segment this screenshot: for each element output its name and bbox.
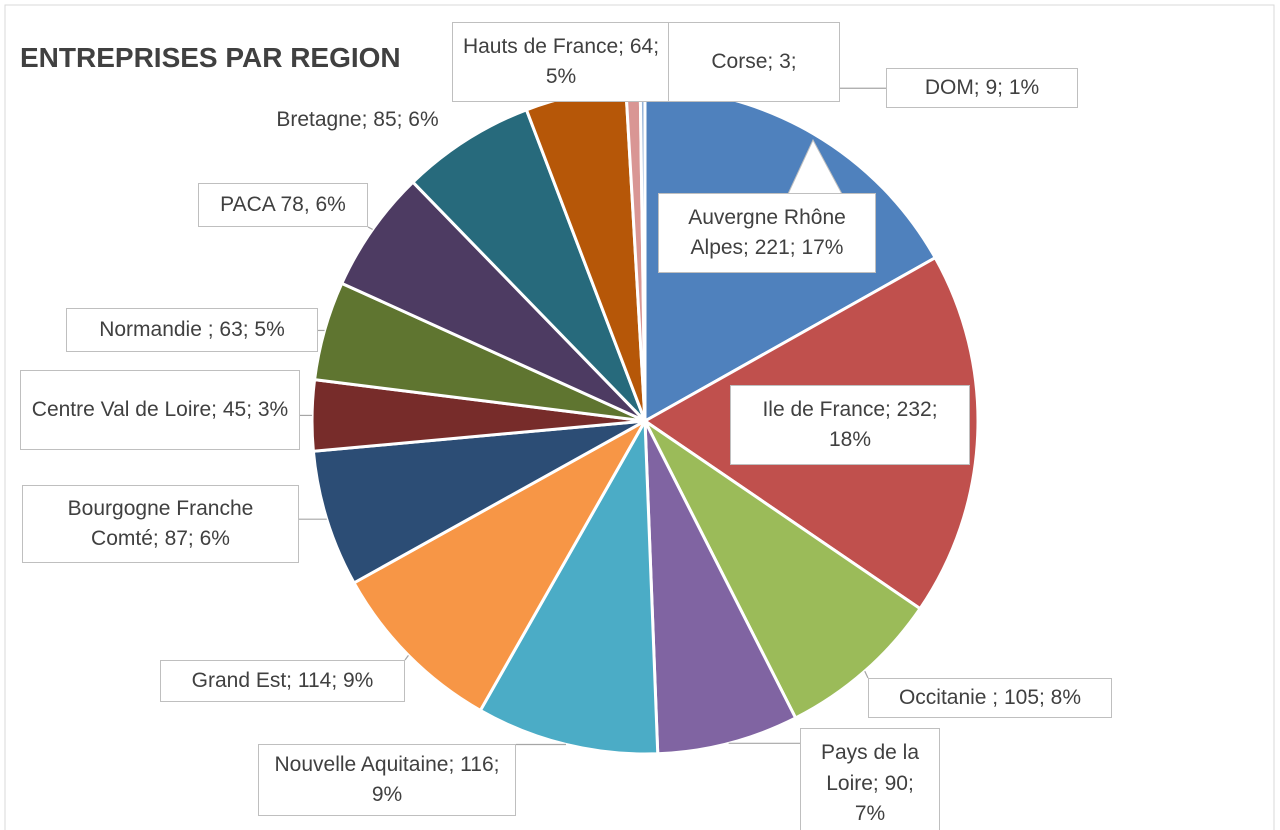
data-label: Nouvelle Aquitaine; 116; 9% [258, 744, 516, 816]
chart-title: ENTREPRISES PAR REGION [20, 42, 401, 73]
data-label: Occitanie ; 105; 8% [868, 678, 1112, 718]
pie-slice [339, 180, 647, 423]
data-label: Ile de France; 232; 18% [730, 385, 970, 465]
data-label: Bretagne; 85; 6% [276, 107, 439, 131]
pie-slice [643, 419, 923, 721]
data-label: Centre Val de Loire; 45; 3% [20, 370, 300, 450]
data-label: Pays de la Loire; 90; 7% [800, 728, 940, 830]
leader-line [404, 654, 409, 661]
data-label: Hauts de France; 64; 5% [452, 22, 670, 102]
data-label: Normandie ; 63; 5% [66, 308, 318, 352]
data-label: Corse; 3; [668, 22, 840, 102]
data-label: PACA 78, 6% [198, 183, 368, 227]
data-label: Grand Est; 114; 9% [160, 660, 405, 702]
leader-line [864, 670, 869, 679]
chart-frame [4, 4, 1275, 830]
data-label: DOM; 9; 1% [886, 68, 1078, 108]
pie-slice [478, 415, 660, 756]
data-label: Auvergne Rhône Alpes; 221; 17% [658, 193, 876, 273]
data-label: Bourgogne Franche Comté; 87; 6% [22, 485, 299, 563]
leader-line [367, 226, 373, 230]
pie-slice [410, 107, 647, 423]
